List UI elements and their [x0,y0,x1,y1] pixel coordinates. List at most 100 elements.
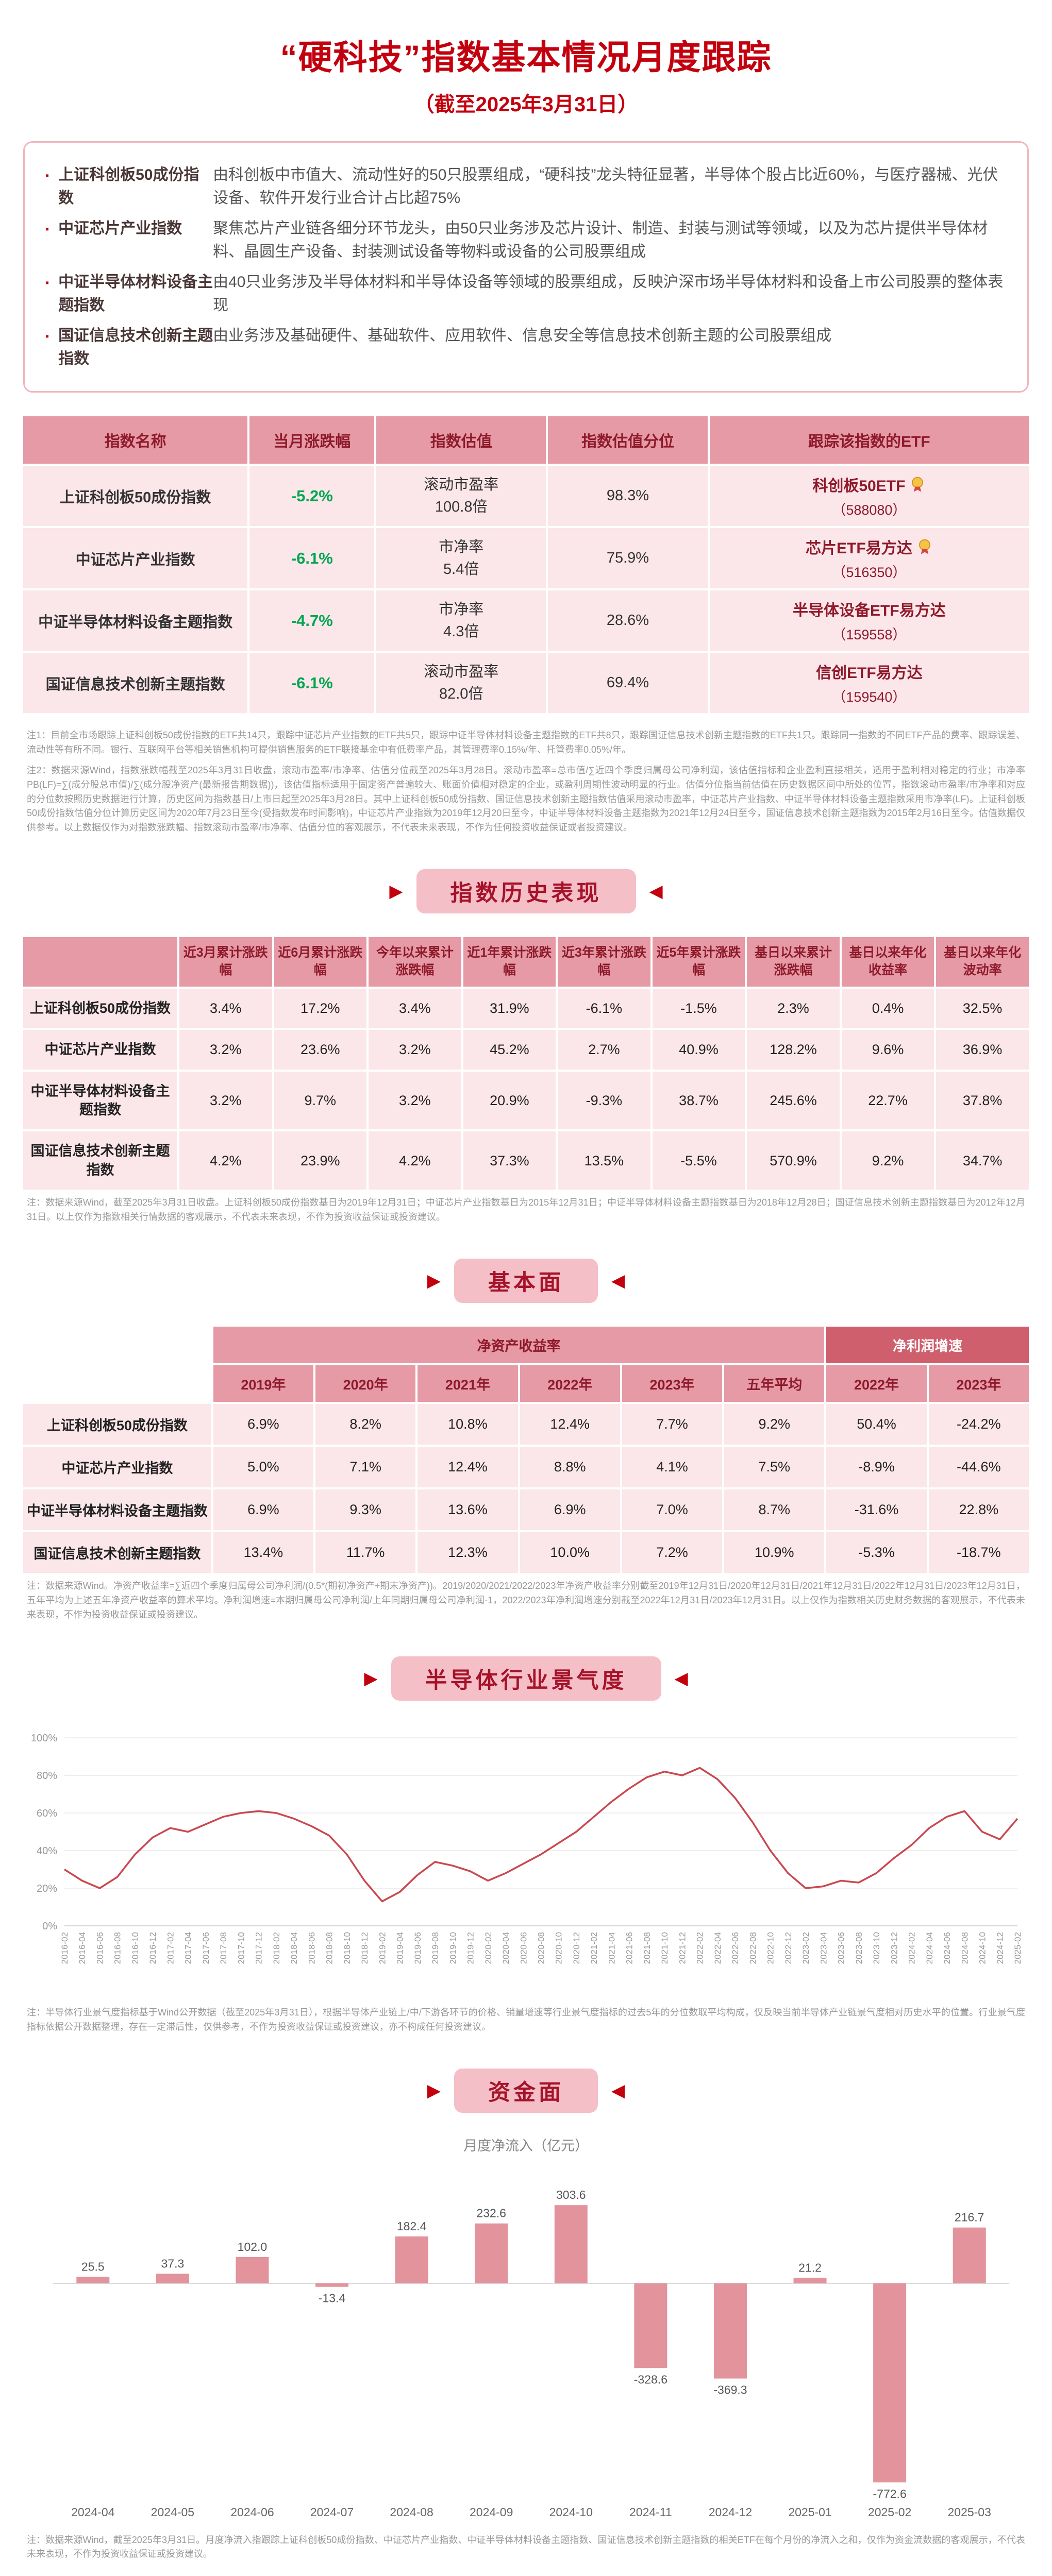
monthly-change-cell: -5.2% [249,466,375,526]
netprofit-group-header: 净利润增速 [826,1327,1029,1364]
svg-text:2020-10: 2020-10 [554,1932,564,1964]
svg-text:25.5: 25.5 [81,2260,105,2273]
table-row: 中证半导体材料设备主题指数 3.2% 9.7% 3.2% 20.9% -9.3%… [23,1071,1029,1130]
valuation-percentile-cell: 28.6% [548,590,708,651]
column-header: 近5年累计涨跌幅 [652,937,745,987]
svg-text:2020-12: 2020-12 [572,1932,581,1964]
arrow-left-icon: ◀ [649,882,663,902]
bar-chart-title: 月度净流入（亿元） [463,2138,589,2154]
svg-text:2016-08: 2016-08 [113,1932,123,1964]
arrow-left-icon: ◀ [611,2080,625,2100]
fundamentals-group-header-row: 净资产收益率 净利润增速 [23,1327,1029,1364]
history-header-row: 近3月累计涨跌幅 近6月累计涨跌幅 今年以来累计涨跌幅 近1年累计涨跌幅 近3年… [23,937,1029,987]
svg-text:2022-02: 2022-02 [695,1932,705,1964]
svg-text:2020-08: 2020-08 [537,1932,546,1964]
etf-code: （588080） [832,502,907,518]
svg-text:60%: 60% [37,1808,57,1819]
table-row: 上证科创板50成份指数 -5.2% 滚动市盈率 100.8倍 98.3% 科创板… [23,466,1029,526]
value-cell: 38.7% [652,1071,745,1130]
table-row: 中证半导体材料设备主题指数 6.9% 9.3% 13.6% 6.9% 7.0% … [23,1489,1029,1531]
svg-text:2025-01: 2025-01 [788,2505,831,2519]
value-cell: 12.4% [418,1447,518,1488]
arrow-right-icon: ▶ [364,1668,378,1688]
svg-text:2019-10: 2019-10 [448,1932,458,1964]
svg-text:2019-04: 2019-04 [395,1932,405,1964]
note-1: 注1：目前全市场跟踪上证科创板50成份指数的ETF共14只，跟踪中证芯片产业指数… [27,730,1025,755]
svg-text:2021-10: 2021-10 [660,1932,670,1964]
svg-text:303.6: 303.6 [556,2188,586,2201]
svg-text:2022-08: 2022-08 [748,1932,758,1964]
index-description-item: ▪ 中证半导体材料设备主题指数 由40只业务涉及半导体材料和半导体设备等领域的股… [43,270,1009,317]
section-header-history: ▶ 指数历史表现 ◀ [0,869,1052,914]
svg-text:2024-08: 2024-08 [960,1932,970,1964]
svg-text:20%: 20% [37,1883,57,1894]
value-cell: 7.1% [315,1447,416,1488]
svg-text:2016-12: 2016-12 [148,1932,158,1964]
table-row: 中证半导体材料设备主题指数 -4.7% 市净率 4.3倍 28.6% 半导体设备… [23,590,1029,651]
svg-text:2021-04: 2021-04 [607,1932,616,1964]
arrow-left-icon: ◀ [674,1668,688,1688]
svg-text:2018-08: 2018-08 [325,1932,335,1964]
arrow-right-icon: ▶ [427,2080,441,2100]
sentiment-line-chart: 0% 20% 40% 60% 80% 100% 2016-02 2016-04 2016-06 2… [31,1733,1023,1964]
etf-code: （159540） [832,689,907,705]
arrow-right-icon: ▶ [427,1271,441,1291]
etf-name: 半导体设备ETF易方达 [793,602,946,619]
value-cell: 22.7% [841,1071,934,1130]
svg-text:2025-02: 2025-02 [868,2505,911,2519]
column-header: 基日以来累计涨跌幅 [747,937,840,987]
value-cell: 245.6% [747,1071,840,1130]
column-header: 今年以来累计涨跌幅 [369,937,461,987]
value-cell: -5.3% [826,1532,927,1573]
blank-header-cell [23,937,177,987]
fundamentals-note: 注：数据来源Wind。净资产收益率=∑近四个季度归属母公司净利润/(0.5*(期… [27,1581,1026,1620]
svg-text:2017-04: 2017-04 [183,1932,193,1964]
promo-medal-icon [912,477,924,492]
value-cell: 8.7% [724,1489,825,1531]
index-name-cell: 上证科创板50成份指数 [23,988,177,1028]
index-name: 国证信息技术创新主题指数 [58,327,213,367]
svg-text:2024-06: 2024-06 [230,2505,274,2519]
index-description-item: ▪ 国证信息技术创新主题指数 由业务涉及基础硬件、基础软件、应用软件、信息安全等… [43,324,1009,370]
history-note: 注：数据来源Wind，截至2025年3月31日收盘。上证科创板50成份指数基日为… [27,1197,1025,1223]
bullet-icon: ▪ [45,170,49,181]
value-cell: 4.2% [369,1131,461,1190]
valuation-percentile-cell: 75.9% [548,528,708,588]
value-cell: -6.1% [558,988,650,1028]
value-cell: 2.3% [747,988,840,1028]
svg-text:2019-08: 2019-08 [430,1932,440,1964]
arrow-right-icon: ▶ [389,882,403,902]
value-cell: 9.6% [841,1030,934,1070]
valuation-cell: 市净率 4.3倍 [376,590,546,651]
value-cell: 7.7% [622,1404,723,1445]
svg-text:2017-08: 2017-08 [219,1932,228,1964]
svg-text:2018-06: 2018-06 [307,1932,316,1964]
index-description: 聚焦芯片产业链各细分环节龙头，由50只业务涉及芯片设计、制造、封装与测试等领域，… [213,220,988,260]
svg-text:2021-12: 2021-12 [677,1932,687,1964]
monthly-change-cell: -6.1% [249,528,375,588]
index-name-cell: 中证芯片产业指数 [23,1447,211,1488]
value-cell: 6.9% [520,1489,620,1531]
section-title: 指数历史表现 [416,869,636,914]
svg-text:2023-06: 2023-06 [837,1932,846,1964]
year-header: 五年平均 [724,1365,825,1402]
fund-flow-bar-chart: 25.5 2024-04 37.3 2024-05 102.0 2024-06 -13.4 2… [53,2188,1009,2519]
index-description-item: ▪ 上证科创板50成份指数 由科创板中市值大、流动性好的50只股票组成，“硬科技… [43,163,1009,210]
value-cell: 7.2% [622,1532,723,1573]
svg-text:-13.4: -13.4 [319,2291,346,2304]
year-header: 2022年 [520,1365,620,1402]
value-cell: 50.4% [826,1404,927,1445]
bullet-icon: ▪ [45,331,49,342]
promo-medal-icon [919,539,930,554]
value-cell: 2.7% [558,1030,650,1070]
svg-text:2022-10: 2022-10 [766,1932,776,1964]
etf-cell: 信创ETF易方达 （159540） [709,653,1029,713]
valuation-type: 滚动市盈率 [424,664,499,681]
etf-cell: 半导体设备ETF易方达 （159558） [709,590,1029,651]
etf-code: （159558） [832,627,907,642]
svg-text:2017-02: 2017-02 [165,1932,175,1964]
svg-text:-772.6: -772.6 [873,2487,907,2500]
svg-text:2020-06: 2020-06 [519,1932,528,1964]
page-title: “硬科技”指数基本情况月度跟踪 [280,38,772,76]
value-cell: 13.6% [418,1489,518,1531]
